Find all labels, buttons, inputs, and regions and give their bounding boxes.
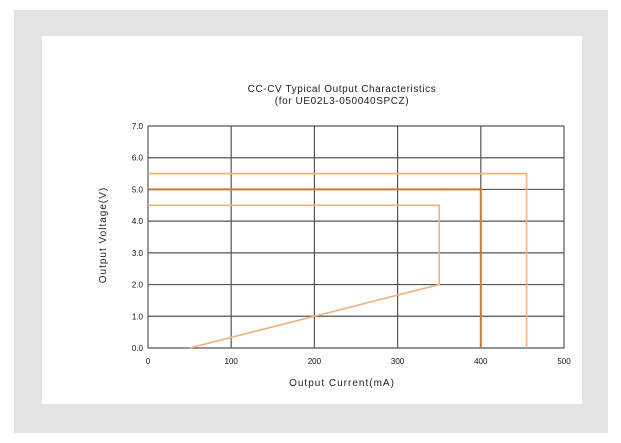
x-tick-label-0: 0 xyxy=(146,357,151,366)
x-tick-label-500: 500 xyxy=(557,357,571,366)
y-tick-label-0-0: 0.0 xyxy=(132,344,144,353)
y-tick-label-3-0: 3.0 xyxy=(132,249,144,258)
y-tick-label-4-0: 4.0 xyxy=(132,217,144,226)
chart-title: CC-CV Typical Output Characteristics xyxy=(248,84,437,95)
x-tick-label-300: 300 xyxy=(391,357,405,366)
y-tick-label-7-0: 7.0 xyxy=(132,122,144,131)
tick-labels: 0 100 200 300 400 500 0.0 1.0 2.0 3.0 4.0 5.0 6.0 7.0 xyxy=(132,122,571,366)
y-tick-label-1-0: 1.0 xyxy=(132,312,144,321)
series-group xyxy=(148,172,528,349)
y-tick-label-2-0: 2.0 xyxy=(132,281,144,290)
y-axis-title: Output Voltage(V) xyxy=(98,187,109,284)
x-tick-label-400: 400 xyxy=(474,357,488,366)
chart-subtitle: (for UE02L3-050040SPCZ) xyxy=(275,96,409,107)
chart-frame: CC-CV Typical Output Characteristics (fo… xyxy=(14,10,608,433)
x-axis-title: Output Current(mA) xyxy=(289,378,395,389)
x-tick-label-100: 100 xyxy=(225,357,239,366)
chart-panel: CC-CV Typical Output Characteristics (fo… xyxy=(42,36,582,404)
series-line-2-limit xyxy=(148,172,528,348)
series-line-3-limit xyxy=(148,204,441,349)
y-tick-label-5-0: 5.0 xyxy=(132,185,144,194)
cc-cv-chart: CC-CV Typical Output Characteristics (fo… xyxy=(98,84,571,389)
x-tick-label-200: 200 xyxy=(308,357,322,366)
y-tick-label-6-0: 6.0 xyxy=(132,154,144,163)
grid xyxy=(147,125,565,349)
series-line-1-nominal xyxy=(148,188,482,348)
